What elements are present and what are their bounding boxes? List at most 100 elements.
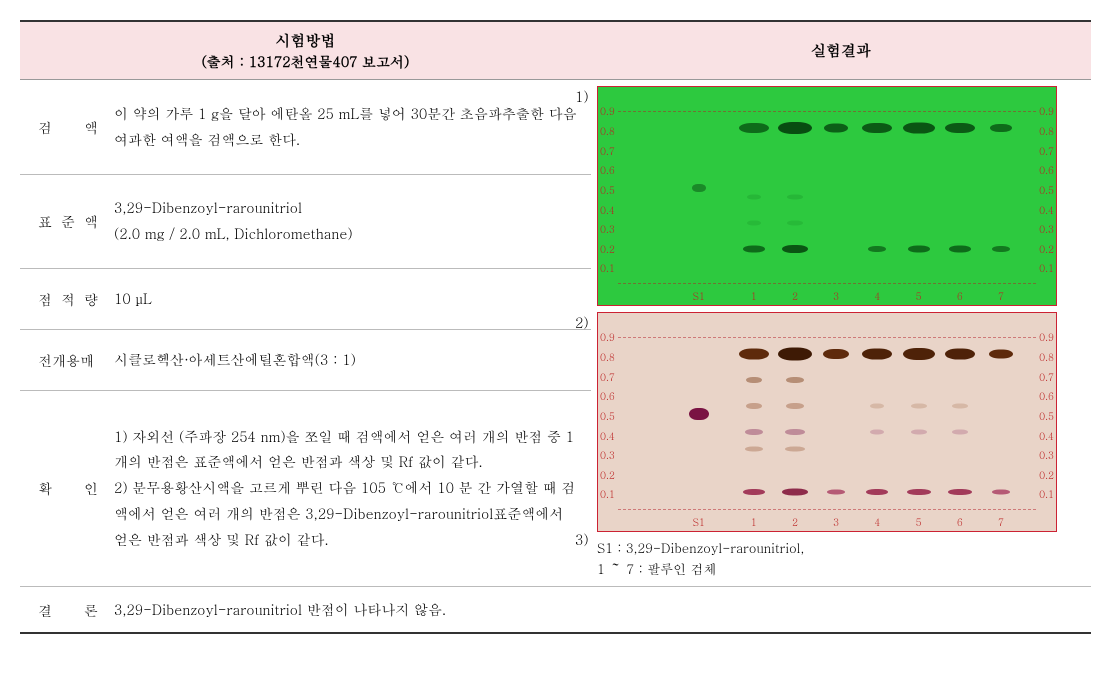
tlc-spot [786, 377, 804, 383]
rf-tick: 0.1 [600, 487, 615, 502]
tlc-spot [866, 489, 888, 495]
tlc-spot [787, 220, 803, 225]
rf-tick: 0.6 [600, 163, 615, 178]
tlc-spot [747, 220, 761, 225]
tlc-spot [911, 429, 927, 434]
tlc-spot [745, 446, 763, 451]
rf-tick: 0.1 [600, 261, 615, 276]
tlc-spot [787, 195, 803, 200]
rf-tick: 0.6 [1039, 163, 1054, 178]
tlc-spot [952, 403, 968, 408]
confirm-p2: 2) 분무용황산시액을 고르게 뿌린 다음 105 ℃에서 10 분 간 가열할… [114, 475, 577, 553]
lane-label: 4 [874, 515, 880, 530]
lane-label: 3 [833, 289, 839, 304]
rf-tick: 0.4 [600, 429, 615, 444]
lane-label: 3 [833, 515, 839, 530]
rf-tick: 0.4 [600, 203, 615, 218]
rf-tick: 0.7 [1039, 370, 1054, 385]
row-sample: 검 액 이 약의 가루 1 g을 달아 에탄올 25 mL를 넣어 30분간 초… [20, 80, 1091, 175]
value-sample: 이 약의 가루 1 g을 달아 에탄올 25 mL를 넣어 30분간 초음파추출… [110, 80, 591, 175]
rf-tick: 0.2 [1039, 468, 1054, 483]
tlc-spot [911, 403, 927, 408]
baseline [618, 283, 1036, 284]
method-title: 시험방법 [24, 30, 587, 51]
rf-tick: 0.5 [1039, 183, 1054, 198]
tlc-spot [862, 123, 892, 133]
tlc-spot [689, 408, 709, 420]
rf-tick: 0.8 [1039, 350, 1054, 365]
rf-tick: 0.8 [1039, 124, 1054, 139]
confirm-p1: 1) 자외선 (주파장 254 nm)을 쪼일 때 검액에서 얻은 여러 개의 … [114, 424, 577, 476]
tlc-spot [948, 489, 972, 495]
tlc-spot [782, 488, 808, 495]
tlc-spot [778, 348, 812, 361]
rf-tick: 0.6 [1039, 389, 1054, 404]
experiment-table: 시험방법 (출처 : 13172천연물407 보고서) 실험결과 검 액 이 약… [20, 20, 1091, 634]
caption-line-2: 1 ～ 7 : 팔루인 검체 [597, 559, 1077, 580]
baseline [618, 337, 1036, 338]
rf-tick: 0.2 [600, 468, 615, 483]
rf-tick: 0.4 [1039, 429, 1054, 444]
value-conclusion: 3,29-Dibenzoyl-rarounitriol 반점이 나타나지 않음. [110, 586, 1091, 633]
rf-tick: 0.3 [1039, 222, 1054, 237]
header-row: 시험방법 (출처 : 13172천연물407 보고서) 실험결과 [20, 21, 1091, 80]
tlc-spot [903, 348, 935, 360]
rf-tick: 0.9 [600, 330, 615, 345]
tlc-spot [785, 429, 805, 435]
method-sub: (출처 : 13172천연물407 보고서) [24, 51, 587, 71]
lane-label: 2 [792, 289, 798, 304]
value-solvent: 시클로헥산·아세트산에틸혼합액(3 : 1) [110, 330, 591, 391]
rf-tick: 0.4 [1039, 203, 1054, 218]
rf-tick: 0.1 [1039, 487, 1054, 502]
tlc-spot [952, 429, 968, 434]
lane-label: 6 [957, 289, 963, 304]
tlc-spot [823, 349, 849, 359]
rf-tick: 0.2 [1039, 242, 1054, 257]
label-standard: 표 준 액 [20, 174, 110, 269]
tlc-1-num: 1) [575, 86, 589, 107]
rf-tick: 0.3 [600, 448, 615, 463]
tlc-spot [903, 123, 935, 134]
header-method: 시험방법 (출처 : 13172천연물407 보고서) [20, 21, 591, 80]
value-spotvol: 10 μL [110, 269, 591, 330]
tlc-spot [739, 349, 769, 360]
tlc-spot [692, 184, 706, 192]
label-confirm: 확 인 [20, 391, 110, 587]
rf-tick: 0.1 [1039, 261, 1054, 276]
tlc-spot [739, 123, 769, 133]
lane-label: 7 [998, 515, 1004, 530]
rf-tick: 0.2 [600, 242, 615, 257]
tlc-spot [908, 245, 930, 252]
tlc-3-num: 3) [575, 529, 589, 550]
lane-label: S1 [693, 515, 705, 530]
baseline [618, 509, 1036, 510]
rf-tick: 0.7 [600, 370, 615, 385]
rf-tick: 0.8 [600, 350, 615, 365]
tlc-spot [746, 403, 762, 409]
tlc-spot [785, 446, 805, 451]
tlc-2-wrap: 2) 0.90.90.80.80.70.70.60.60.50.50.40.40… [597, 312, 1077, 532]
lane-label: 2 [792, 515, 798, 530]
rf-tick: 0.7 [600, 144, 615, 159]
tlc-spot [827, 489, 845, 494]
tlc-spot [992, 246, 1010, 252]
baseline [618, 111, 1036, 112]
lane-label: 1 [751, 515, 757, 530]
label-sample: 검 액 [20, 80, 110, 175]
tlc-spot [989, 350, 1013, 359]
standard-line-2: (2.0 mg / 2.0 mL, Dichloromethane) [114, 221, 577, 247]
tlc-spot [782, 245, 808, 253]
tlc-spot [747, 195, 761, 200]
tlc-plate-h2so4: 0.90.90.80.80.70.70.60.60.50.50.40.40.30… [597, 312, 1057, 532]
rf-tick: 0.3 [600, 222, 615, 237]
tlc-spot [862, 349, 892, 360]
rf-tick: 0.9 [1039, 104, 1054, 119]
tlc-2-num: 2) [575, 312, 589, 333]
lane-label: 5 [916, 289, 922, 304]
tlc-spot [990, 124, 1012, 132]
rf-tick: 0.9 [1039, 330, 1054, 345]
lane-label: 7 [998, 289, 1004, 304]
tlc-spot [870, 429, 884, 434]
tlc-spot [868, 246, 886, 252]
label-conclusion: 결 론 [20, 586, 110, 633]
